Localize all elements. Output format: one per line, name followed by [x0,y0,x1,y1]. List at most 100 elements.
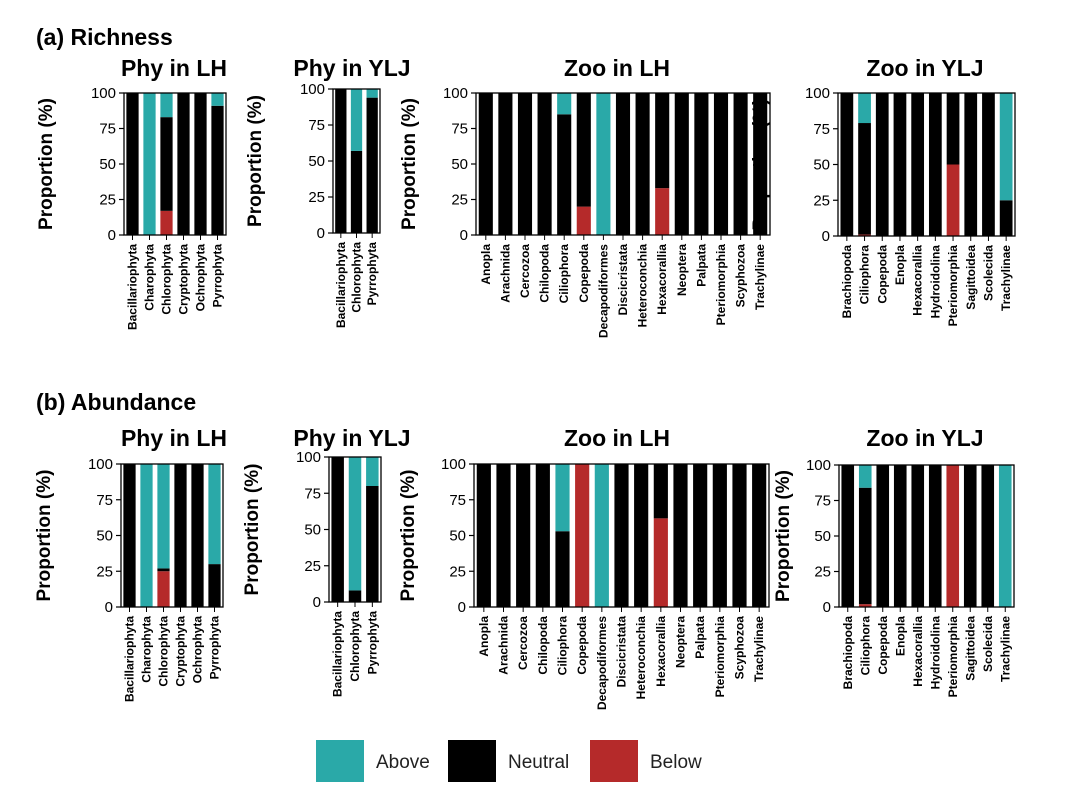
x-tick-label: Hydroidolina [928,245,942,319]
bar-scolecida-neutral [981,465,995,607]
panel-title: Zoo in LH [564,55,670,81]
x-tick-label: Heteroconchia [636,244,650,328]
x-tick-label: Brachiopoda [841,616,855,690]
panel-richness-phy-in-ylj: Phy in YLJ Proportion (%) Bacillariophyta C… [245,55,411,328]
legend-label-above: Above [376,752,430,773]
y-tick-label: 75 [304,485,321,502]
bar-bacillariophyta-neutral [126,93,139,235]
y-tick-label: 0 [822,228,830,245]
x-tick-label: Hexacorallia [654,616,668,687]
bar-chlorophyta-neutral [160,117,173,211]
y-tick-label: 50 [308,153,325,170]
x-tick-label: Pteriomorphia [946,245,960,327]
y-tick-label: 75 [449,492,466,509]
y-axis-label: Proportion (%) [773,470,794,602]
bar-ciliophora-neutral [557,114,572,235]
bar-enopla-neutral [893,93,907,236]
x-tick-label: Pyrrophyta [365,242,379,306]
panel-title: Phy in YLJ [293,55,410,81]
x-tick-label: Chlorophyta [160,244,174,315]
y-tick-label: 25 [451,192,468,209]
y-tick-label: 50 [304,522,321,539]
bar-sagittoidea-neutral [963,465,977,607]
bar-neoptera-neutral [673,464,688,607]
legend-label-below: Below [650,752,702,773]
bar-charophyta-above [143,93,156,235]
y-tick-label: 50 [449,528,466,545]
bar-pteriomorphia-neutral [946,93,960,165]
y-tick-label: 75 [308,117,325,134]
bar-chilopoda-neutral [535,464,550,607]
panel-title: Zoo in YLJ [866,425,983,451]
x-tick-label: Anopla [479,244,493,285]
y-tick-label: 0 [313,594,321,611]
bar-copepoda-neutral [576,93,591,207]
bar-chlorophyta-below [160,210,173,235]
x-tick-label: Cercozoa [516,616,530,670]
bar-anopla-neutral [476,464,491,607]
x-tick-label: Ochrophyta [194,244,208,312]
x-tick-label: Copepoda [876,616,890,675]
bar-discicristata-neutral [614,464,629,607]
bar-neoptera-neutral [674,93,689,235]
x-tick-label: Trachylinae [998,616,1012,682]
bar-ciliophora-above [858,93,871,124]
legend-swatch-above [316,740,364,782]
x-tick-label: Anopla [477,616,491,657]
x-tick-label: Trachylinae [999,245,1013,311]
y-tick-label: 25 [304,558,321,575]
bar-trachylinae-neutral [999,200,1013,236]
x-tick-label: Arachnida [498,244,512,303]
bar-ciliophora-below [858,604,872,607]
x-tick-label: Pteriomorphia [714,244,728,326]
bar-cryptophyta-neutral [177,93,190,235]
x-tick-label: Ciliophora [858,616,872,676]
x-tick-label: Copepoda [577,244,591,303]
panel-richness-zoo-in-ylj: Zoo in YLJ Proportion (%) Brachiopoda Cilio… [750,55,1016,327]
bar-anopla-neutral [478,93,493,235]
bar-enopla-neutral [893,465,907,607]
bar-scyphozoa-neutral [732,464,747,607]
y-tick-label: 0 [317,225,325,242]
y-axis-label: Proportion (%) [399,98,420,230]
x-tick-label: Hydroidolina [928,616,942,690]
bar-chilopoda-neutral [537,93,552,235]
x-tick-label: Charophyta [140,616,154,683]
bar-brachiopoda-neutral [841,465,855,607]
y-tick-label: 50 [451,156,468,173]
bar-pyrrophyta-above [366,457,379,486]
bar-chlorophyta-above [157,464,170,569]
bar-cryptophyta-neutral [174,464,187,607]
x-tick-label: Decapodiformes [595,616,609,710]
x-tick-label: Enopla [893,245,907,285]
y-tick-label: 100 [88,456,113,473]
panel-abundance-zoo-in-ylj: Zoo in YLJ Proportion (%) Brachiopoda Cilio… [773,425,1015,698]
bar-ciliophora-above [858,465,872,488]
x-tick-label: Pteriomorphia [946,616,960,698]
bar-chlorophyta-below [157,571,170,607]
x-tick-label: Cryptophyta [174,616,188,687]
y-axis-label: Proportion (%) [36,98,57,230]
x-tick-label: Chlorophyta [157,616,171,687]
y-tick-label: 100 [443,85,468,102]
bar-arachnida-neutral [498,93,513,235]
y-tick-label: 50 [814,528,831,545]
legend-swatch-neutral [448,740,496,782]
x-tick-label: Copepoda [575,616,589,675]
x-tick-label: Chlorophyta [350,242,364,313]
bar-bacillariophyta-neutral [335,89,347,233]
x-tick-label: Discicristata [615,616,629,688]
x-tick-label: Discicristata [616,244,630,316]
x-tick-label: Sagittoidea [963,616,977,681]
bar-pyrrophyta-neutral [208,564,221,607]
y-tick-label: 25 [99,192,116,209]
bar-hydroidolina-neutral [928,465,942,607]
x-tick-label: Pyrrophyta [208,616,222,680]
bar-hexacorallia-below [653,518,668,607]
y-tick-label: 0 [460,227,468,244]
x-tick-label: Scolecida [981,245,995,301]
y-axis-label: Proportion (%) [750,99,771,231]
y-tick-label: 50 [99,156,116,173]
